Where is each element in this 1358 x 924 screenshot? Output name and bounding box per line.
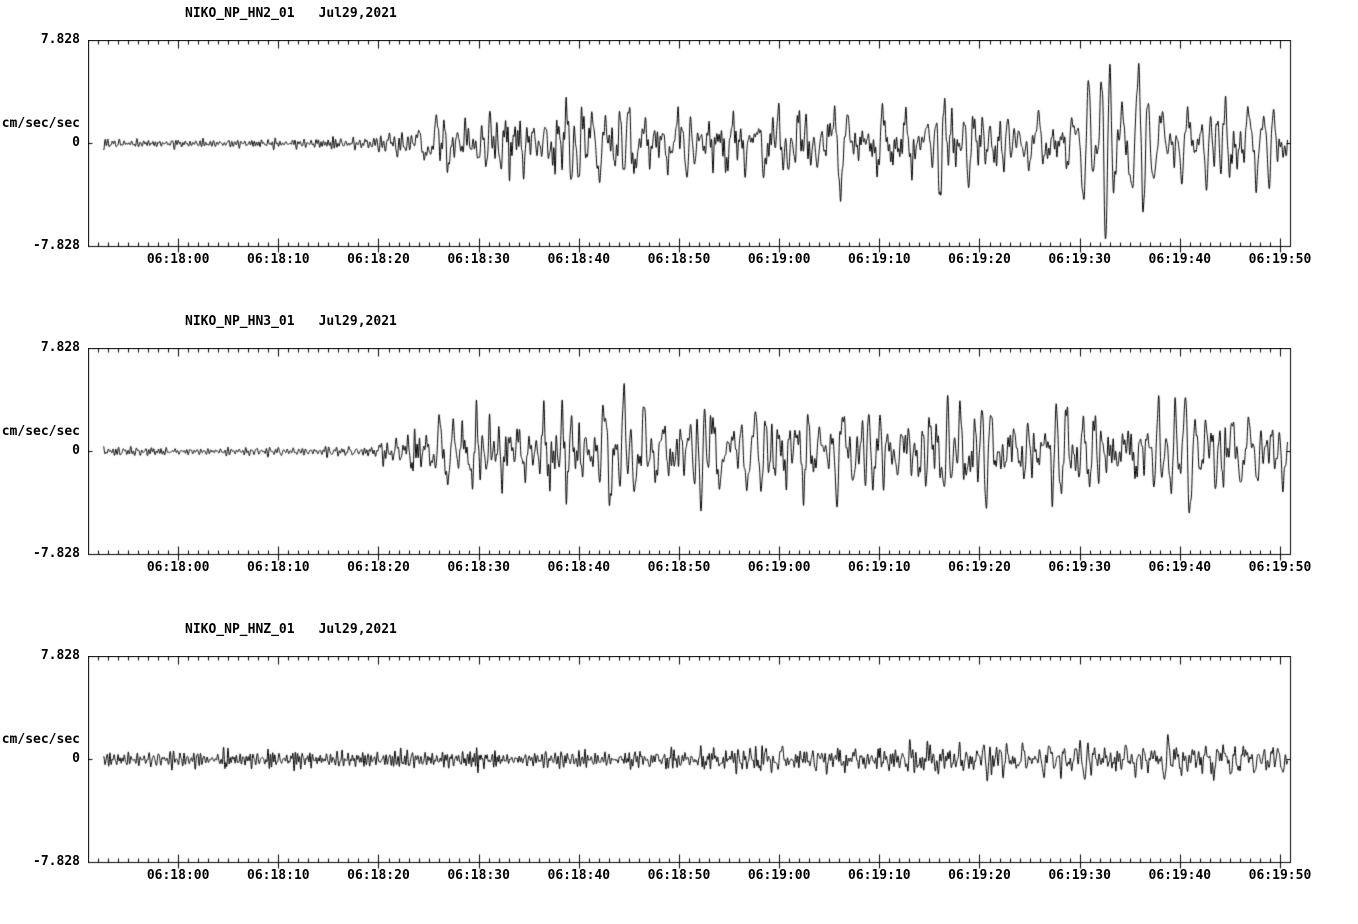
record-date: Jul29,2021 (318, 314, 397, 329)
x-tick-label: 06:18:30 (447, 560, 510, 575)
x-tick-label: 06:18:10 (247, 560, 310, 575)
x-tick-label: 06:19:50 (1248, 868, 1312, 883)
plot-area: 06:18:00 06:18:10 06:18:20 06:18:30 06:18:40… (88, 40, 1311, 275)
y-max-label: 7.828 (40, 648, 80, 663)
record-date: Jul29,2021 (318, 6, 397, 21)
x-tick-label: 06:18:40 (547, 560, 611, 575)
x-tick-label: 06:18:10 (247, 868, 310, 883)
x-tick-label: 06:19:10 (848, 868, 911, 883)
y-zero-label: 0 (72, 751, 80, 766)
x-tick-label: 06:19:40 (1148, 868, 1212, 883)
waveform-canvas (88, 348, 1294, 563)
x-tick-label: 06:19:00 (747, 868, 811, 883)
x-tick-label: 06:18:50 (647, 560, 711, 575)
x-tick-label: 06:19:10 (848, 560, 911, 575)
x-tick-label: 06:18:40 (547, 868, 611, 883)
station-id: NIKO_NP_HN3_01 (185, 314, 295, 329)
y-axis-units: cm/sec/sec (1, 116, 80, 131)
x-tick-label: 06:19:50 (1248, 560, 1312, 575)
x-tick-label: 06:19:20 (948, 252, 1011, 267)
plot-area: 06:18:00 06:18:10 06:18:20 06:18:30 06:18:40… (88, 348, 1311, 583)
y-max-label: 7.828 (40, 32, 80, 47)
x-tick-label: 06:19:00 (747, 252, 811, 267)
y-min-label: -7.828 (33, 854, 80, 869)
x-tick-label: 06:18:50 (647, 868, 711, 883)
waveform-canvas (88, 40, 1294, 255)
panel-title: NIKO_NP_HN2_01 Jul29,2021 (185, 6, 397, 21)
plot-area: 06:18:00 06:18:10 06:18:20 06:18:30 06:18:40… (88, 656, 1311, 891)
x-tick-label: 06:18:20 (347, 868, 410, 883)
x-tick-label: 06:19:20 (948, 868, 1011, 883)
x-tick-label: 06:18:30 (447, 868, 510, 883)
seismogram-panel-hn3: NIKO_NP_HN3_01 Jul29,2021 7.828 cm/sec/se… (0, 308, 1358, 616)
waveform-canvas (88, 656, 1294, 871)
x-tick-label: 06:19:30 (1048, 868, 1111, 883)
y-zero-label: 0 (72, 443, 80, 458)
x-tick-label: 06:19:40 (1148, 252, 1212, 267)
x-tick-label: 06:18:10 (247, 252, 310, 267)
x-tick-label: 06:18:00 (146, 252, 210, 267)
x-tick-label: 06:19:40 (1148, 560, 1212, 575)
x-tick-label: 06:18:40 (547, 252, 611, 267)
station-id: NIKO_NP_HNZ_01 (185, 622, 295, 637)
y-min-label: -7.828 (33, 238, 80, 253)
y-min-label: -7.828 (33, 546, 80, 561)
x-tick-label: 06:19:00 (747, 560, 811, 575)
x-tick-label: 06:18:20 (347, 560, 410, 575)
x-tick-label: 06:19:30 (1048, 252, 1111, 267)
x-tick-label: 06:19:50 (1248, 252, 1312, 267)
x-tick-label: 06:18:00 (146, 868, 210, 883)
station-id: NIKO_NP_HN2_01 (185, 6, 295, 21)
x-tick-label: 06:19:20 (948, 560, 1011, 575)
seismogram-panel-hnz: NIKO_NP_HNZ_01 Jul29,2021 7.828 cm/sec/se… (0, 616, 1358, 924)
x-tick-label: 06:18:20 (347, 252, 410, 267)
seismogram-panel-hn2: NIKO_NP_HN2_01 Jul29,2021 7.828 cm/sec/se… (0, 0, 1358, 308)
x-tick-label: 06:18:30 (447, 252, 510, 267)
x-tick-label: 06:19:30 (1048, 560, 1111, 575)
y-zero-label: 0 (72, 135, 80, 150)
x-tick-label: 06:18:50 (647, 252, 711, 267)
y-axis-units: cm/sec/sec (1, 424, 80, 439)
x-tick-label: 06:19:10 (848, 252, 911, 267)
x-tick-label: 06:18:00 (146, 560, 210, 575)
record-date: Jul29,2021 (318, 622, 397, 637)
y-max-label: 7.828 (40, 340, 80, 355)
panel-title: NIKO_NP_HNZ_01 Jul29,2021 (185, 622, 397, 637)
y-axis-units: cm/sec/sec (1, 732, 80, 747)
panel-title: NIKO_NP_HN3_01 Jul29,2021 (185, 314, 397, 329)
